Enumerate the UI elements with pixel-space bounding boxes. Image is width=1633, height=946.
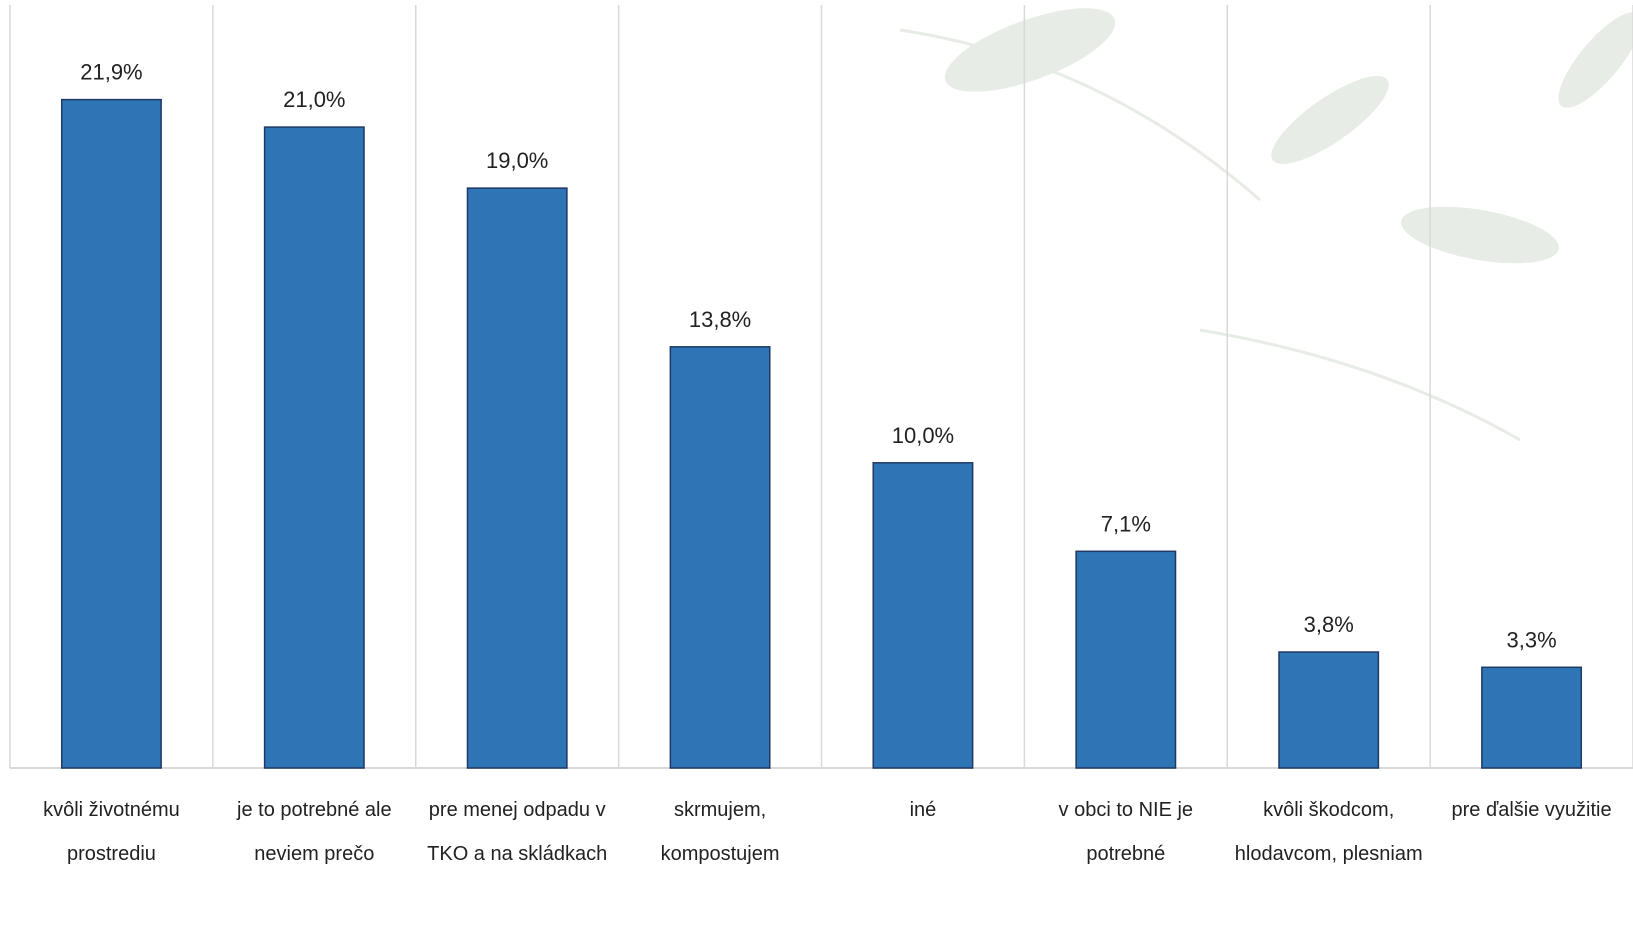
bar	[669, 346, 771, 769]
value-label: 21,0%	[283, 87, 345, 112]
x-tick-label: pre ďalšie využitie	[1451, 799, 1612, 821]
value-label: 3,3%	[1506, 627, 1556, 652]
bar	[466, 187, 568, 769]
background-decoration	[899, 8, 1633, 442]
value-label: 3,8%	[1304, 612, 1354, 637]
x-tick-label: kvôli škodcom, hlodavcom, plesniam	[1234, 799, 1423, 865]
x-tick-label: kvôli životnému prostrediu	[43, 799, 180, 865]
bar	[1075, 550, 1177, 769]
x-tick-label: je to potrebné ale neviem prečo	[237, 799, 392, 865]
value-label: 10,0%	[892, 423, 954, 448]
bar	[60, 98, 162, 769]
bar	[1278, 651, 1380, 769]
x-tick-label: iné	[909, 799, 937, 821]
value-label: 19,0%	[486, 148, 548, 173]
x-tick-label: v obci to NIE je potrebné	[1058, 799, 1194, 865]
x-tick-label: skrmujem, kompostujem	[660, 799, 780, 865]
bar	[1481, 666, 1583, 769]
bar	[872, 462, 974, 769]
bar	[263, 126, 365, 769]
value-label: 21,9%	[80, 60, 142, 85]
value-label: 13,8%	[689, 307, 751, 332]
value-label: 7,1%	[1101, 511, 1151, 536]
x-tick-label: pre menej odpadu v TKO a na skládkach	[427, 799, 608, 865]
